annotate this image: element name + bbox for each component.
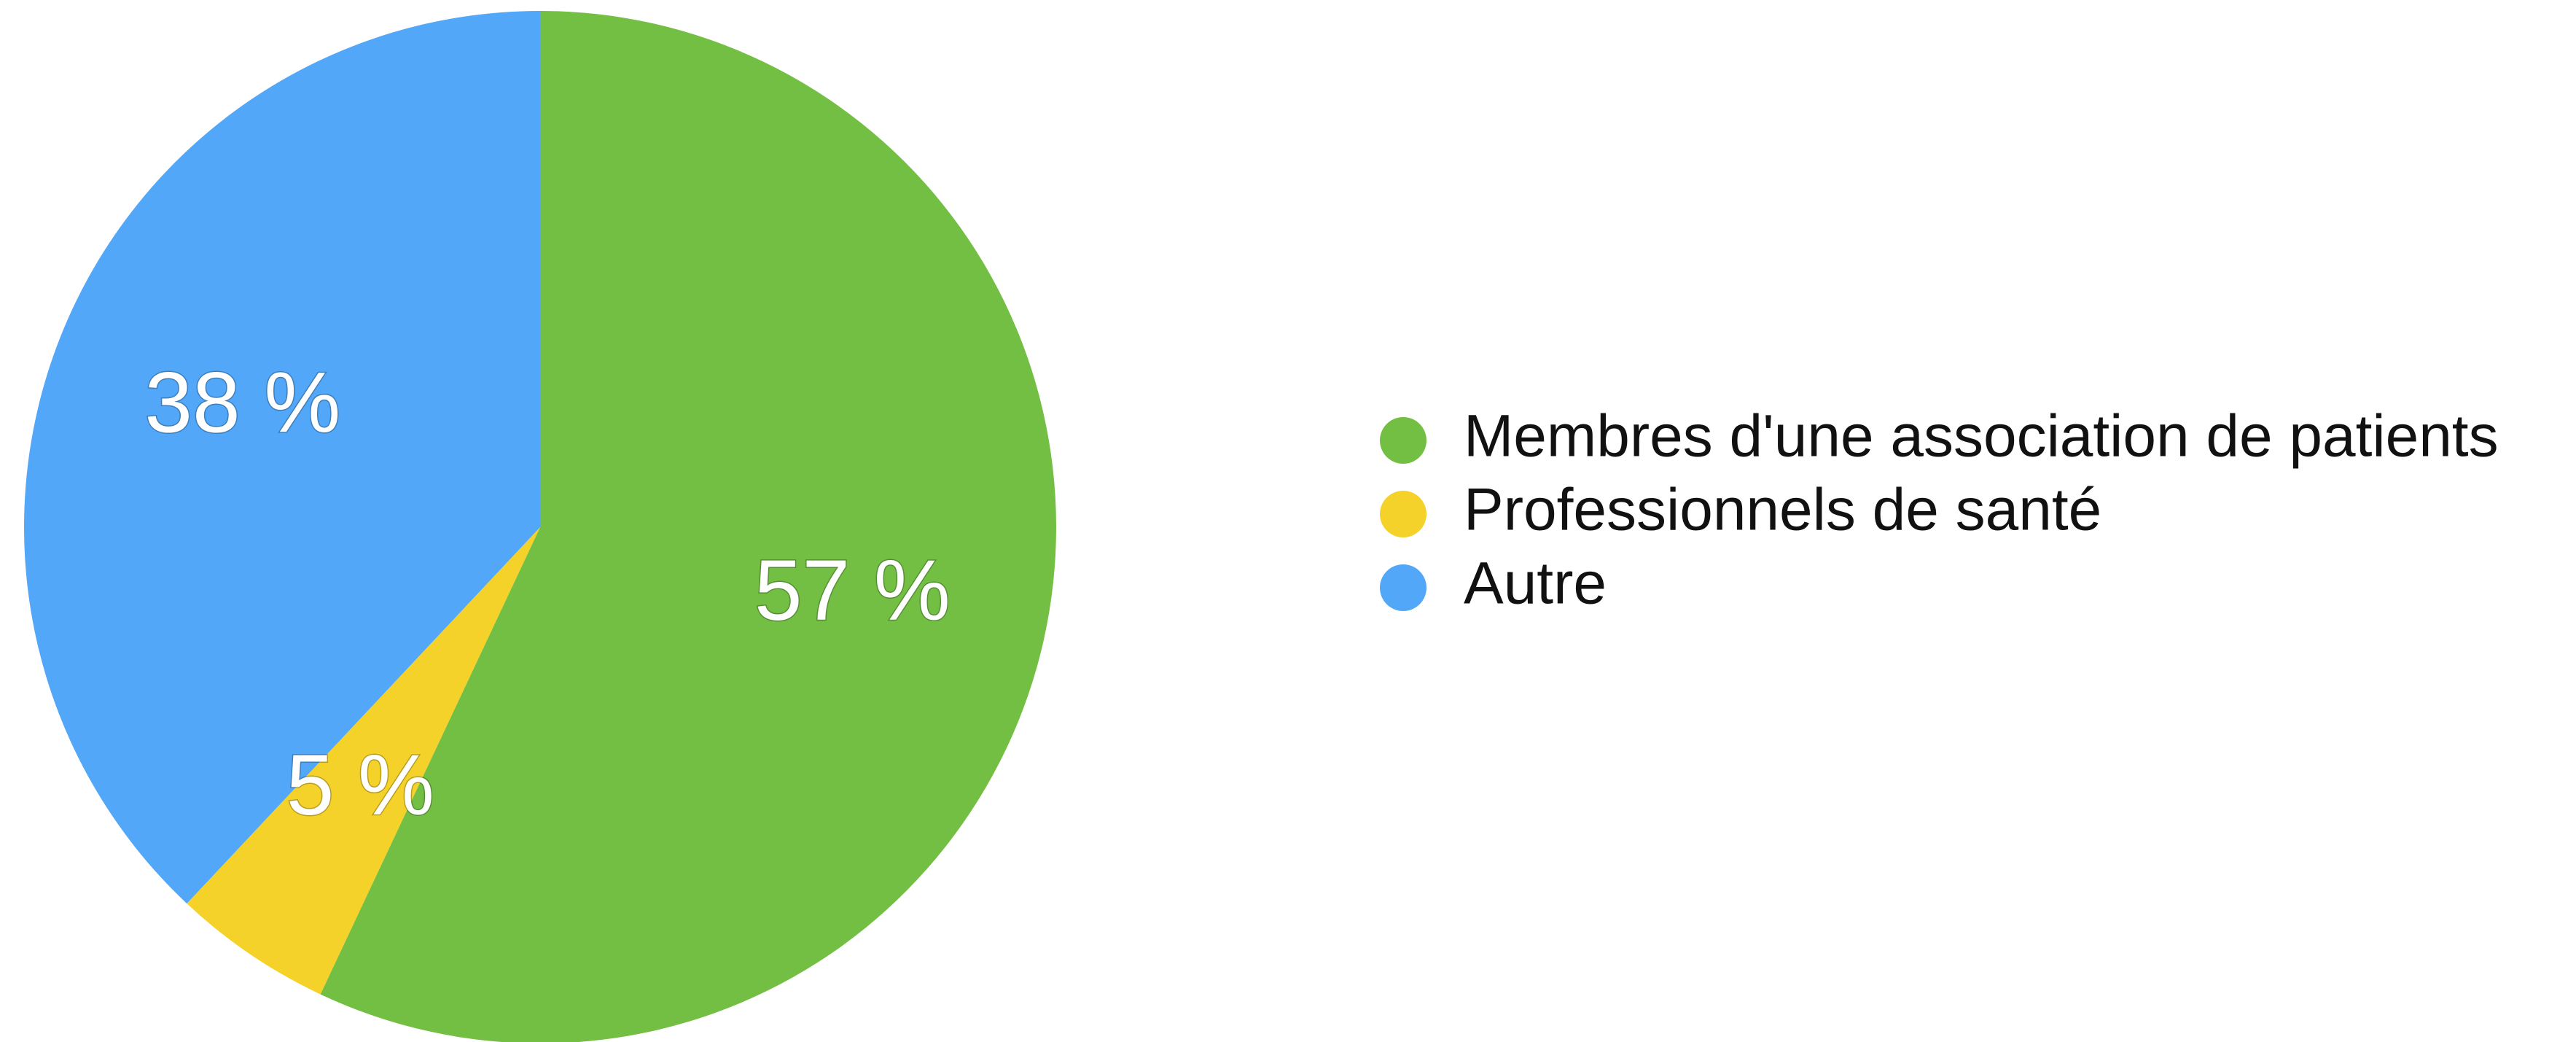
pie-slice	[320, 11, 1056, 1042]
pie-slice	[187, 527, 540, 995]
legend-label: Professionnels de santé	[1464, 477, 2101, 543]
legend-swatch	[1380, 417, 1426, 464]
data-label: 38 %	[144, 355, 340, 451]
legend-swatch	[1380, 491, 1426, 537]
data-label: 57 %	[754, 543, 951, 639]
legend-swatch	[1380, 564, 1426, 611]
pie-slice	[24, 11, 541, 904]
data-label: 5 %	[286, 737, 434, 833]
legend-label: Membres d'une association de patients	[1464, 403, 2499, 470]
legend-label: Autre	[1464, 551, 1607, 617]
